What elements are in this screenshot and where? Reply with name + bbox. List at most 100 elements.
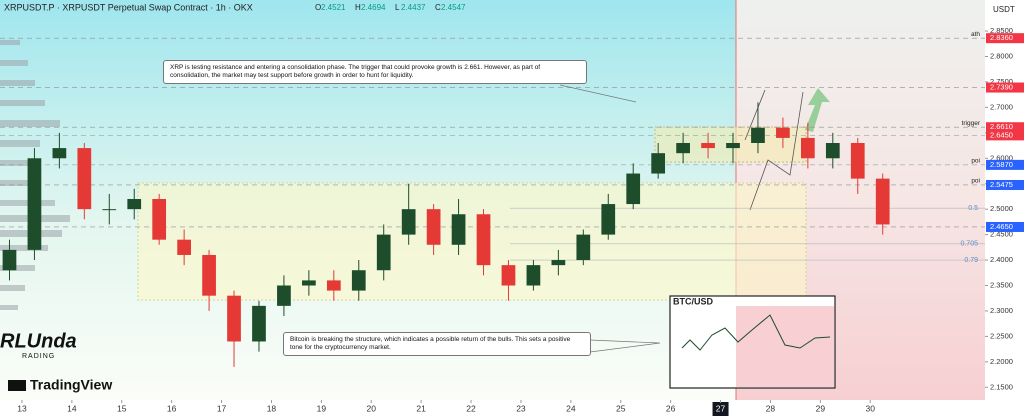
callout (559, 84, 637, 103)
x-tick-label: 27 (716, 403, 726, 413)
x-tick-label: 17 (217, 403, 227, 413)
candle-body (102, 209, 117, 211)
callout (589, 339, 661, 353)
candle-body (426, 209, 441, 245)
level-badge (986, 82, 1024, 93)
x-tick-label: 14 (67, 403, 77, 413)
candle-body (277, 285, 291, 306)
x-tick-label: 24 (566, 403, 576, 413)
candle-body (726, 143, 740, 149)
candle-body (252, 305, 266, 342)
x-tick-highlight (712, 402, 729, 416)
x-tick-label: 25 (616, 403, 626, 413)
brand: TradingView (30, 377, 112, 393)
y-tick-label: 2.4500 (990, 230, 1013, 239)
candle-body (776, 127, 790, 138)
level-tag: ath (971, 31, 980, 38)
candle-body (227, 295, 241, 342)
level-badge (986, 179, 1024, 190)
y-tick-label: 2.2000 (990, 357, 1013, 366)
level-badge (986, 33, 1024, 44)
fib-label: 0.5 (968, 205, 978, 212)
ohlc-value: 2.4521 (321, 3, 346, 12)
x-tick-label: 28 (766, 403, 776, 413)
level-label: 2.7390 (990, 83, 1013, 92)
candle-body (451, 214, 466, 245)
fib-label: 0.705 (960, 241, 978, 248)
candle-body (302, 280, 316, 286)
level-badge (986, 122, 1024, 133)
y-tick-label: 2.5000 (990, 204, 1013, 213)
time-axis-bg (0, 400, 985, 420)
candle-body (326, 280, 341, 291)
level-label: 2.5870 (990, 160, 1013, 169)
candle-body (177, 239, 191, 255)
annotation: Bitcoin is breaking the structure, which… (283, 332, 591, 356)
price-axis-bg (985, 0, 1024, 420)
candle-body (127, 198, 142, 210)
logo-sub: RADING (22, 353, 55, 360)
x-tick-label: 13 (17, 403, 27, 413)
candle-body (526, 265, 541, 286)
x-tick-label: 22 (466, 403, 476, 413)
level-tag: trigger (962, 120, 981, 127)
logo: RLUnda (0, 330, 77, 352)
candle-body (875, 178, 890, 225)
candle-body (676, 143, 690, 154)
range-zone (137, 182, 807, 301)
y-tick-label: 2.3500 (990, 280, 1013, 289)
inset-title: BTC/USD (673, 296, 713, 306)
candle-body (800, 137, 815, 159)
ohlc-label: H (355, 3, 361, 12)
candle-body (401, 209, 416, 235)
x-tick-label: 26 (666, 403, 676, 413)
ohlc-label: L (395, 3, 400, 12)
candle-body (751, 127, 765, 144)
y-tick-label: 2.7500 (990, 77, 1013, 86)
candle-body (850, 143, 865, 179)
y-tick-label: 2.4000 (990, 255, 1013, 264)
level-label: 2.8360 (990, 33, 1013, 42)
x-tick-label: 30 (865, 403, 875, 413)
level-label: 2.6450 (990, 130, 1013, 139)
candle-body (476, 214, 491, 266)
y-tick-label: 2.3000 (990, 306, 1013, 315)
x-tick-label: 16 (167, 403, 177, 413)
x-tick-label: 18 (267, 403, 277, 413)
fib-label: 0.79 (964, 257, 978, 264)
level-label: 2.5475 (990, 180, 1013, 189)
candle-body (52, 148, 67, 159)
x-tick-label: 23 (516, 403, 526, 413)
candle-body (651, 153, 666, 174)
x-tick-label: 20 (367, 403, 377, 413)
candle-body (77, 148, 92, 210)
y-tick-label: 2.2500 (990, 331, 1013, 340)
ohlc-value: 2.4437 (401, 3, 426, 12)
y-tick-label: 2.8500 (990, 26, 1013, 35)
level-badge (986, 159, 1024, 170)
level-badge (986, 221, 1024, 232)
btc-inset: BTC/USD (669, 295, 836, 389)
candle-body (2, 249, 17, 271)
candle-body (576, 234, 591, 261)
level-label: 2.4650 (990, 222, 1013, 231)
candle-body (601, 204, 616, 235)
level-tag: poi (971, 178, 980, 185)
candle-body (825, 143, 840, 159)
candle-body (202, 254, 216, 296)
level-tag: poi (971, 158, 980, 165)
ohlc-label: C (435, 3, 441, 12)
ohlc-value: 2.4694 (361, 3, 386, 12)
ohlc-label: O (315, 3, 321, 12)
candle-body (701, 143, 715, 149)
x-tick-label: 19 (317, 403, 327, 413)
candle-body (376, 234, 391, 271)
x-tick-label: 21 (416, 403, 426, 413)
candle-body (27, 158, 42, 250)
currency: USDT (993, 5, 1015, 14)
x-tick-label: 15 (117, 403, 127, 413)
bullish-arrow (805, 88, 830, 132)
level-badge (986, 130, 1024, 141)
